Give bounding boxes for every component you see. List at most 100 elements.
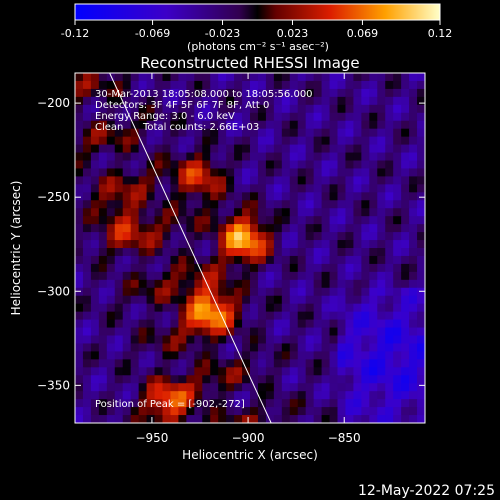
heatmap-cell [409,311,418,321]
heatmap-cell [202,184,211,193]
heatmap-cell [257,120,267,130]
heatmap-cell [361,176,370,185]
heatmap-cell [273,359,283,368]
heatmap-cell [401,184,410,193]
heatmap-cell [265,367,275,376]
heatmap-cell [202,240,211,249]
heatmap-cell [265,263,275,273]
heatmap-cell [250,112,259,122]
heatmap-cell [345,399,354,408]
heatmap-cell [114,351,124,360]
heatmap-cell [98,279,108,289]
heatmap-cell [202,383,211,392]
heatmap-cell [210,168,219,177]
heatmap-cell [170,136,179,146]
heatmap-cell [178,255,187,265]
heatmap-cell [409,359,418,368]
heatmap-cell [289,335,299,345]
heatmap-cell [170,80,179,90]
heatmap-cell [385,311,394,321]
heatmap-cell [353,136,362,146]
heatmap-cell [170,192,179,201]
heatmap-cell [154,335,164,345]
heatmap-cell [409,120,418,130]
heatmap-cell [385,287,394,297]
heatmap-cell [202,407,211,416]
heatmap-cell [369,415,378,423]
heatmap-cell [234,88,243,98]
heatmap-cell [234,391,243,400]
heatmap-cell [202,311,211,321]
heatmap-cell [369,359,378,368]
heatmap-cell [313,200,323,209]
heatmap-cell [90,391,100,400]
heatmap-cell [114,271,124,281]
heatmap-cell [194,279,203,289]
heatmap-cell [297,80,307,90]
heatmap-cell [250,303,259,313]
heatmap-cell [353,295,362,305]
heatmap-cell [297,303,307,313]
heatmap-cell [178,407,187,416]
heatmap-cell [329,295,339,305]
heatmap-cell [377,128,386,138]
heatmap-cell [154,96,164,106]
heatmap-cell [242,128,251,138]
heatmap-cell [250,80,259,90]
heatmap-cell [409,184,418,193]
heatmap-cell [401,367,410,376]
heatmap-cell [162,128,172,138]
heatmap-cell [114,96,124,106]
heatmap-cell [369,351,378,360]
heatmap-cell [90,335,100,345]
heatmap-cell [313,295,323,305]
heatmap-cell [345,224,354,233]
heatmap-cell [273,415,283,423]
heatmap-cell [194,80,203,90]
heatmap-cell [257,192,267,201]
heatmap-cell [297,104,307,114]
heatmap-cell [202,200,211,209]
heatmap-cell [297,248,307,257]
heatmap-cell [377,152,386,162]
heatmap-cell [417,144,425,154]
heatmap-cell [226,128,235,138]
heatmap-cell [353,415,362,423]
heatmap-cell [75,255,84,265]
heatmap-cell [146,287,156,297]
heatmap-cell [146,184,156,193]
colorbar-units: (photons cm⁻² s⁻¹ asec⁻²) [187,40,329,53]
heatmap-cell [234,383,243,392]
heatmap-cell [417,104,425,114]
heatmap-cell [417,255,425,265]
heatmap-cell [242,279,251,289]
heatmap-cell [337,80,347,90]
heatmap-cell [82,128,92,138]
heatmap-cell [385,327,394,337]
heatmap-cell [250,232,259,241]
heatmap-cell [385,263,394,273]
heatmap-cell [289,216,299,225]
heatmap-cell [82,303,92,313]
heatmap-cell [194,200,203,209]
heatmap-cell [353,168,362,177]
heatmap-cell [385,303,394,313]
heatmap-cell [234,351,243,360]
heatmap-cell [130,375,140,384]
heatmap-cell [186,375,195,384]
heatmap-cell [194,128,203,138]
heatmap-cell [369,88,378,98]
heatmap-cell [313,343,323,352]
heatmap-cell [194,343,203,352]
heatmap-cell [210,184,219,193]
heatmap-cell [409,88,418,98]
heatmap-cell [162,176,172,185]
heatmap-cell [154,351,164,360]
heatmap-cell [242,73,251,82]
heatmap-cell [409,399,418,408]
heatmap-cell [218,88,227,98]
heatmap-cell [297,144,307,154]
heatmap-cell [281,399,291,408]
heatmap-cell [226,120,235,130]
heatmap-cell [114,112,124,122]
